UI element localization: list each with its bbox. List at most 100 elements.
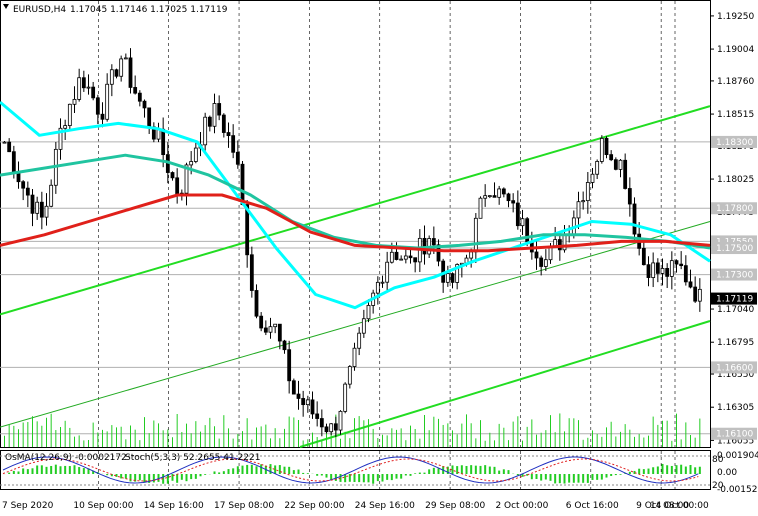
candle-body: [319, 418, 324, 428]
candle-body: [282, 340, 287, 351]
osma-tick-label: -0.001522: [717, 485, 758, 495]
level-price-tag: [711, 361, 757, 374]
main-frame: [0, 0, 711, 448]
candle-body: [268, 326, 273, 333]
candle-body: [688, 281, 693, 288]
candle-body: [21, 181, 26, 189]
moving-averages: [0, 100, 711, 310]
candle-body: [189, 161, 194, 166]
candle-body: [7, 141, 12, 153]
price-tick-label: 1.16305: [717, 403, 754, 413]
candle-body: [2, 141, 7, 144]
candle-body: [501, 188, 506, 195]
level-price-tag: [711, 202, 757, 215]
candle-body: [604, 138, 609, 156]
candle-body: [240, 163, 245, 206]
candle-body: [81, 77, 86, 89]
osma-label: OsMA(12,26,9) -0.0002172: [5, 453, 127, 463]
moving-average-line: [0, 193, 711, 253]
candle-body: [431, 238, 436, 246]
candle-body: [333, 423, 338, 431]
time-tick-label: 22 Sep 00:00: [284, 501, 344, 511]
candle-body: [413, 257, 418, 263]
candle-body: [147, 107, 152, 128]
candle-body: [16, 173, 21, 183]
level-price-tag: [711, 135, 757, 148]
candle-body: [63, 125, 68, 129]
candle-body: [123, 57, 128, 60]
candle-body: [245, 204, 250, 256]
level-price-label: 1.16600: [716, 363, 753, 373]
candle-body: [445, 273, 450, 283]
candle-body: [375, 281, 380, 294]
price-tick-label: 1.19004: [717, 45, 754, 55]
candle-body: [142, 100, 147, 109]
level-price-tag: [711, 242, 757, 255]
candle-body: [543, 259, 548, 267]
candle-body: [469, 251, 474, 259]
price-tick-label: 1.18760: [717, 77, 754, 87]
candle-body: [44, 205, 49, 218]
candle-body: [161, 128, 166, 156]
candle-body: [137, 92, 142, 102]
channel-mid-line: [0, 221, 711, 428]
candle-body: [534, 251, 539, 259]
current-price-tag: [711, 292, 757, 305]
candle-body: [613, 159, 618, 170]
level-price-tag: [711, 268, 757, 281]
candle-body: [128, 57, 133, 88]
candle-body: [497, 188, 502, 198]
level-price-tag: [711, 427, 757, 440]
candle-body: [408, 255, 413, 259]
candle-body: [249, 254, 254, 291]
candle-body: [683, 265, 688, 283]
candle-body: [114, 69, 119, 77]
candle-body: [399, 258, 404, 261]
candle-body: [277, 323, 282, 342]
price-tick-label: 1.17040: [717, 305, 754, 315]
candle-body: [655, 262, 660, 274]
candle-body: [632, 203, 637, 235]
candle-body: [231, 135, 236, 153]
candle-body: [175, 177, 180, 197]
price-tick-label: 1.16795: [717, 338, 754, 348]
price-axis: 1.192501.190041.187601.185151.182701.180…: [710, 12, 757, 446]
candle-body: [287, 349, 292, 382]
candle-body: [403, 255, 408, 260]
candle-body: [581, 200, 586, 203]
candle-body: [263, 327, 268, 333]
current-price-label: 1.17119: [716, 295, 753, 305]
osma-tick-label: 0.0019041: [717, 451, 758, 461]
candle-body: [473, 217, 478, 253]
candle-body: [576, 201, 581, 219]
candle-body: [436, 244, 441, 262]
time-tick-label: 14 Oct 00:00: [650, 501, 709, 511]
candle-body: [95, 97, 100, 115]
candle-body: [674, 260, 679, 265]
candle-body: [389, 251, 394, 263]
time-tick-label: 29 Sep 08:00: [425, 501, 485, 511]
moving-average-line: [0, 153, 711, 250]
candle-body: [324, 426, 329, 433]
candle-body: [338, 410, 343, 431]
time-tick-label: 24 Sep 16:00: [355, 501, 415, 511]
moving-average-line: [0, 100, 711, 310]
chevron-down-icon[interactable]: [3, 4, 9, 9]
candle-body: [623, 159, 628, 189]
candle-body: [133, 87, 138, 94]
candle-body: [539, 257, 544, 267]
candle-body: [483, 195, 488, 199]
candle-body: [35, 201, 40, 214]
level-price-label: 1.17300: [716, 271, 753, 281]
candle-body: [11, 151, 16, 174]
stoch-signal-line: [2, 458, 699, 482]
candle-body: [511, 200, 516, 204]
symbol-label: EURUSD,H4: [13, 5, 66, 15]
candle-body: [184, 164, 189, 194]
candle-body: [203, 116, 208, 146]
candle-body: [478, 197, 483, 219]
candle-body: [58, 127, 63, 150]
candle-body: [352, 347, 357, 367]
